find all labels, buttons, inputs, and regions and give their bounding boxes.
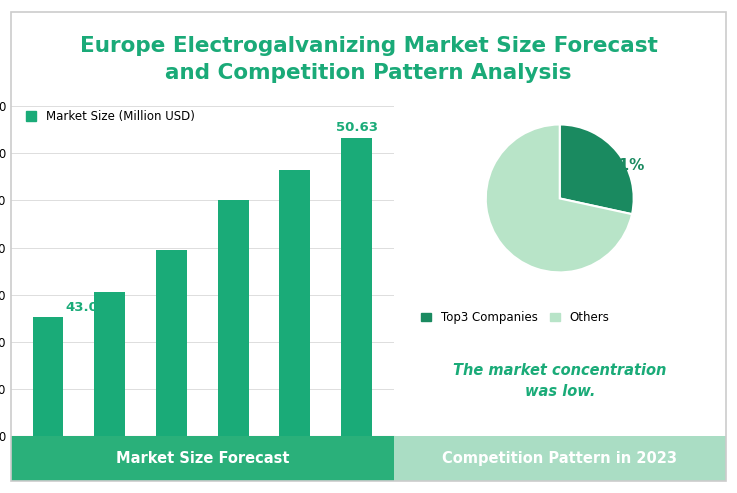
Wedge shape — [559, 125, 634, 214]
Bar — [217, 200, 248, 493]
Bar — [156, 250, 187, 493]
Legend: Market Size (Million USD): Market Size (Million USD) — [21, 106, 199, 128]
Bar — [94, 292, 125, 493]
Wedge shape — [486, 125, 632, 273]
Bar — [279, 170, 310, 493]
Bar — [341, 139, 372, 493]
Text: The market concentration
was low.: The market concentration was low. — [453, 363, 666, 399]
Text: Europe Electrogalvanizing Market Size Forecast
and Competition Pattern Analysis: Europe Electrogalvanizing Market Size Fo… — [80, 35, 657, 83]
Text: Competition Pattern in 2023: Competition Pattern in 2023 — [442, 451, 677, 466]
Text: Market Size Forecast: Market Size Forecast — [116, 451, 289, 466]
Text: 50.63: 50.63 — [335, 121, 377, 134]
Legend: Top3 Companies, Others: Top3 Companies, Others — [416, 306, 614, 328]
Text: 43.05: 43.05 — [66, 301, 108, 314]
Text: 28.41%: 28.41% — [582, 158, 646, 173]
Bar — [32, 317, 63, 493]
